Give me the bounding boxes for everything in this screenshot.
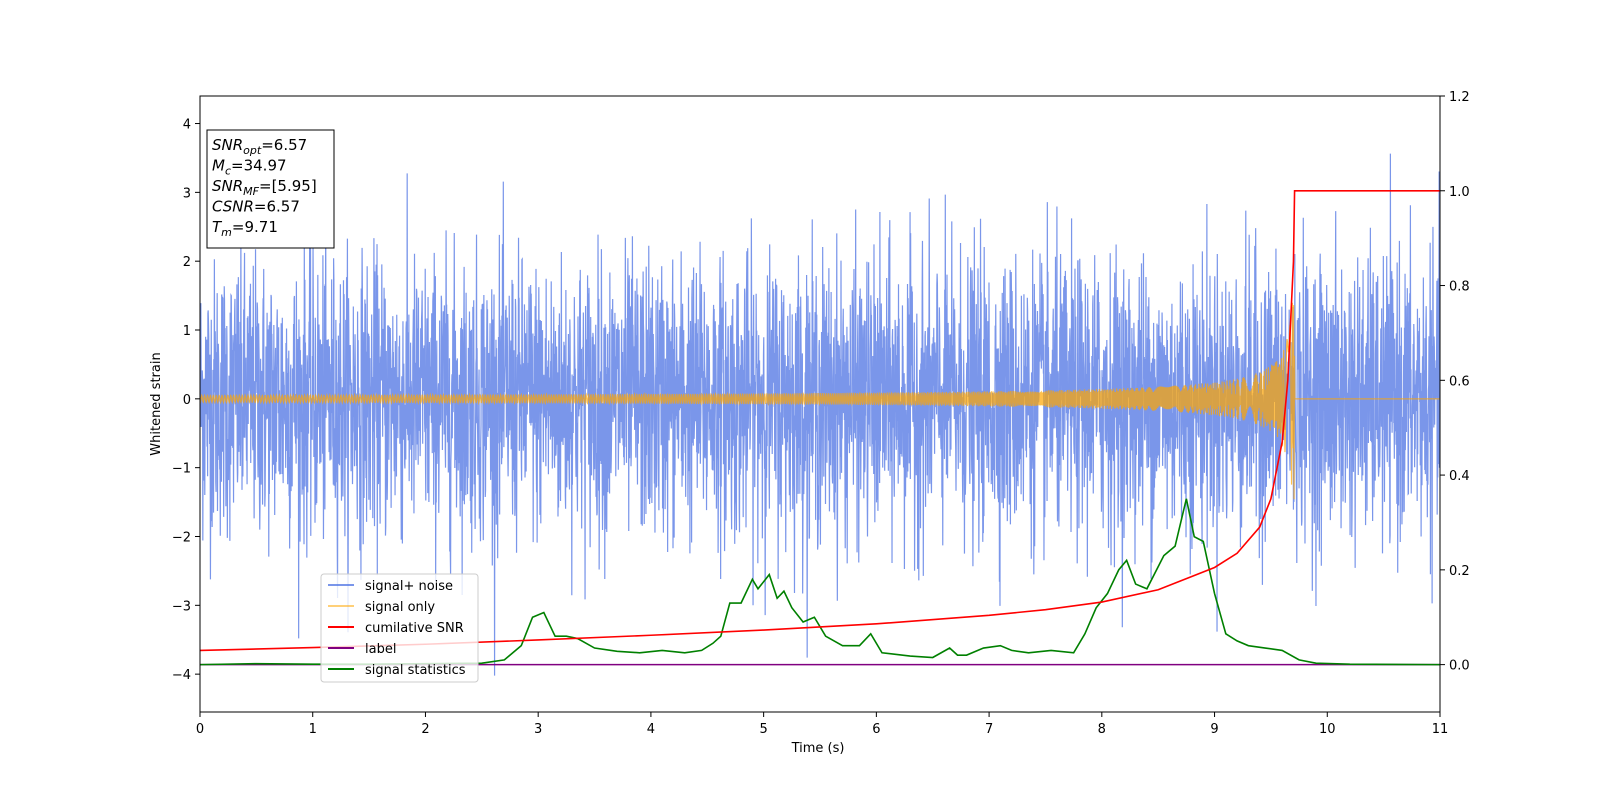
left-y-tick-label: −4: [172, 668, 191, 683]
legend-frame: [320, 573, 479, 683]
x-tick-label: 6: [872, 722, 880, 737]
left-y-tick-label: −1: [172, 462, 191, 477]
left-y-tick-label: 2: [183, 255, 191, 270]
series-signal-only: [200, 302, 1440, 500]
left-y-tick-label: −3: [172, 599, 191, 614]
x-tick-label: 9: [1210, 722, 1218, 737]
left-y-tick-label: 3: [183, 186, 191, 201]
left-y-axis: −4 −3 −2 −1 0 1 2 3 4: [172, 118, 200, 683]
legend-label: signal+ noise: [365, 579, 453, 594]
series-signal-plus-noise: [200, 153, 1440, 676]
x-axis: 0 1 2 3 4 5 6 7 8 9 10 11: [196, 712, 1448, 737]
legend-label: cumilative SNR: [365, 621, 464, 636]
annotation-frame: [206, 129, 335, 249]
annotation-line: Mc=34.97: [212, 157, 287, 178]
left-y-tick-label: 4: [183, 118, 191, 133]
x-tick-label: 11: [1432, 722, 1449, 737]
legend-label: label: [365, 642, 396, 657]
x-tick-label: 7: [985, 722, 993, 737]
series-signal-statistics: [200, 498, 1440, 666]
left-y-tick-label: 1: [183, 324, 191, 339]
x-tick-label: 3: [534, 722, 542, 737]
right-y-tick-label: 0.6: [1449, 374, 1470, 389]
legend-label: signal statistics: [365, 663, 466, 678]
x-tick-label: 2: [421, 722, 429, 737]
right-y-tick-label: 1.2: [1449, 90, 1470, 105]
left-y-tick-label: −2: [172, 530, 191, 545]
x-tick-label: 10: [1319, 722, 1336, 737]
plot-frame: [199, 95, 1441, 713]
x-tick-label: 0: [196, 722, 204, 737]
x-axis-label: Time (s): [791, 741, 845, 756]
x-tick-label: 5: [759, 722, 767, 737]
annotation-line: CSNR=6.57: [212, 198, 300, 216]
legend: signal+ noise signal only cumilative SNR la…: [320, 573, 479, 683]
annotation-line: SNRMF=[5.95]: [212, 177, 317, 198]
y-axis-label: Whitened strain: [149, 352, 164, 455]
parameter-annotation-box: SNRopt=6.57Mc=34.97SNRMF=[5.95]CSNR=6.57…: [206, 129, 335, 249]
annotation-line: Tm=9.71: [212, 218, 278, 239]
right-y-axis: 0.0 0.2 0.4 0.6 0.8 1.0 1.2: [1440, 90, 1470, 674]
x-tick-label: 4: [647, 722, 655, 737]
annotation-line: SNRopt=6.57: [212, 136, 307, 157]
x-tick-label: 8: [1098, 722, 1106, 737]
right-y-tick-label: 1.0: [1449, 185, 1470, 200]
right-y-tick-label: 0.0: [1449, 659, 1470, 674]
right-y-tick-label: 0.8: [1449, 280, 1470, 295]
series-cumulative-snr: [200, 189, 1440, 652]
right-y-tick-label: 0.4: [1449, 469, 1470, 484]
legend-label: signal only: [365, 600, 435, 615]
x-tick-label: 1: [309, 722, 317, 737]
right-y-tick-label: 0.2: [1449, 564, 1470, 579]
left-y-tick-label: 0: [183, 393, 191, 408]
